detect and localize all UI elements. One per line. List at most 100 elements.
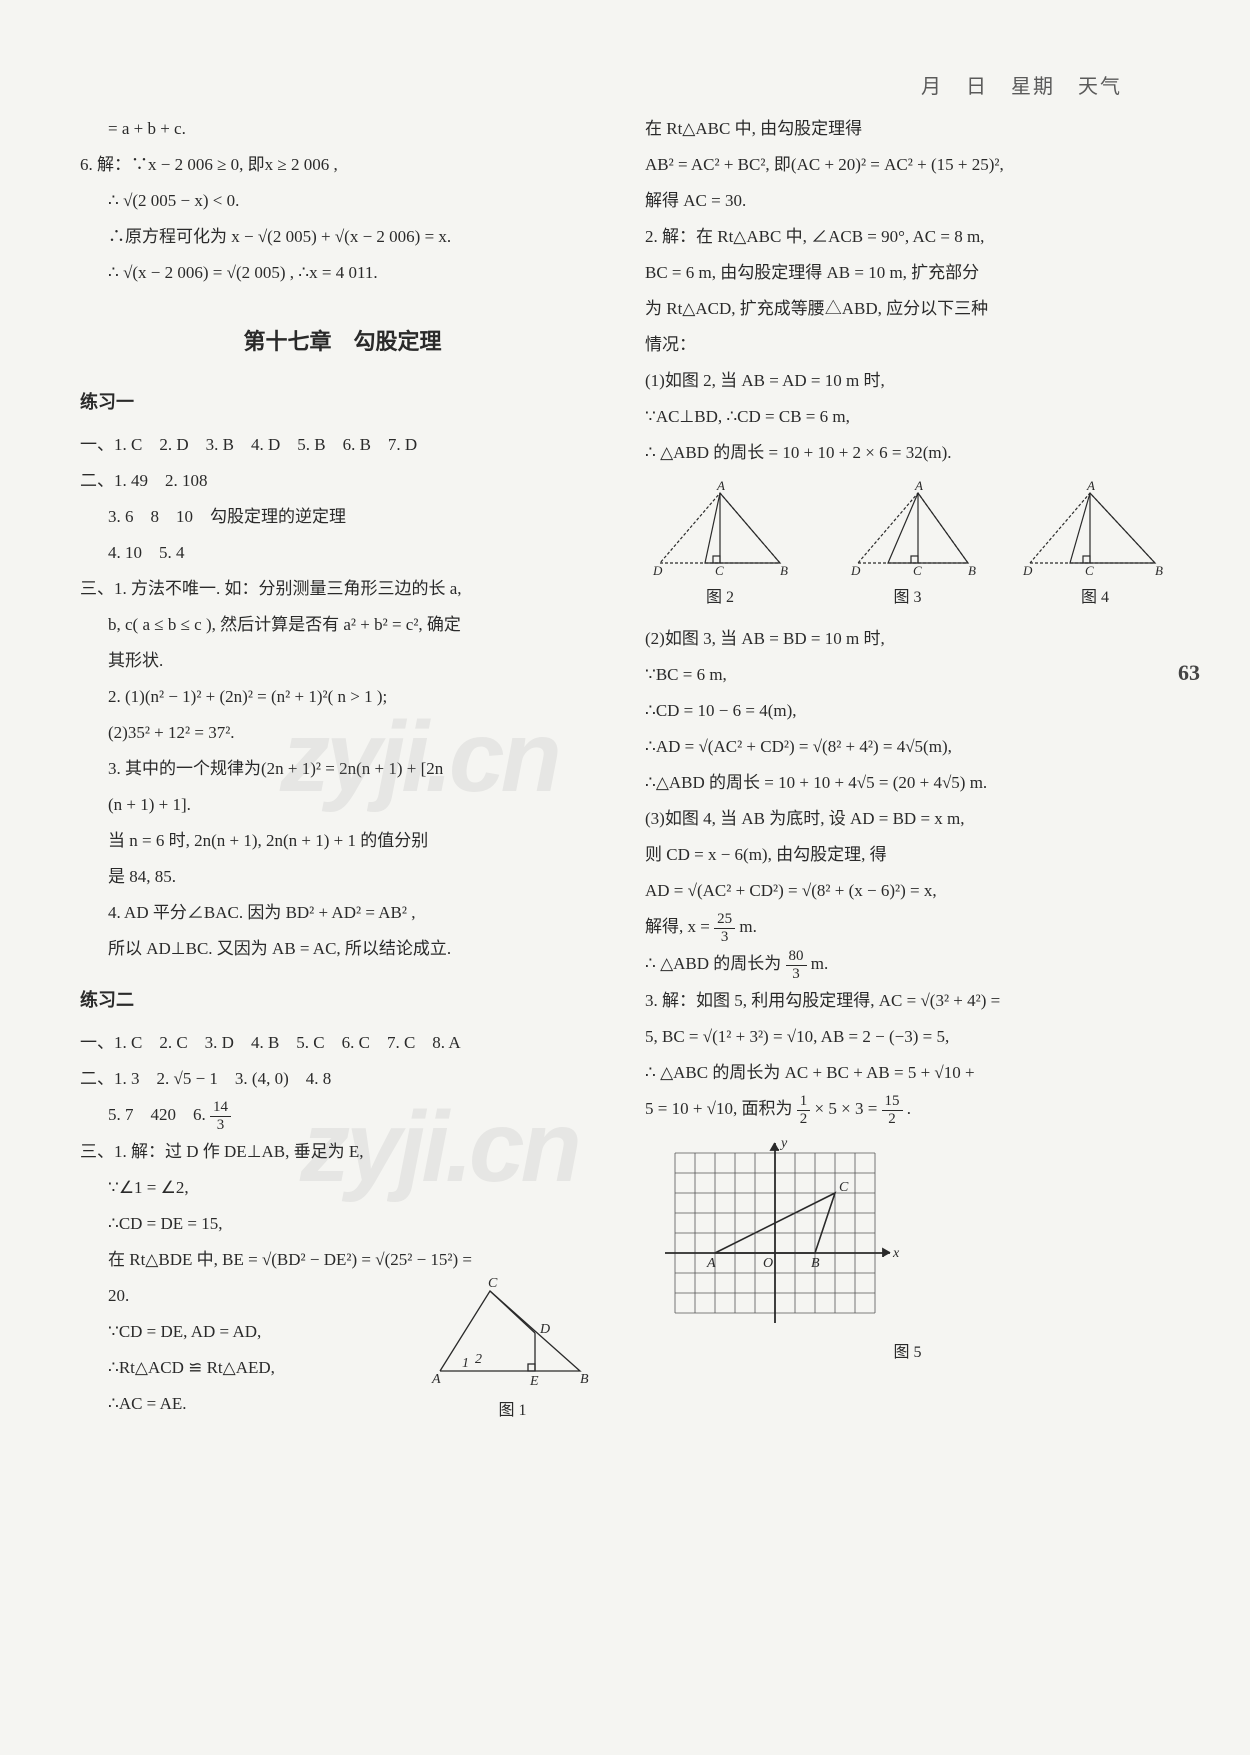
svg-text:C: C (839, 1180, 849, 1195)
text: . (907, 1099, 911, 1118)
p1-3-line: b, c( a ≤ b ≤ c ), 然后计算是否有 a² + b² = c²,… (80, 608, 605, 642)
fraction: 80 3 (786, 948, 807, 982)
triangle-diagram-icon: A B C D (1020, 478, 1170, 578)
page-number: 63 (1178, 660, 1200, 686)
text: 5. 7 420 6. (108, 1105, 210, 1124)
r-line: ∵AC⊥BD, ∴CD = CB = 6 m, (645, 400, 1170, 434)
right-column: 在 Rt△ABC 中, 由勾股定理得 AB² = AC² + BC², 即(AC… (645, 110, 1170, 1423)
svg-text:D: D (652, 563, 663, 578)
svg-text:B: B (811, 1256, 820, 1271)
text: m. (739, 917, 756, 936)
svg-text:1: 1 (462, 1356, 469, 1371)
r-line: ∴ △ABD 的周长为 80 3 m. (645, 947, 1170, 982)
weather-label: 天气 (1078, 76, 1122, 98)
eq-line: = a + b + c. (80, 112, 605, 146)
answers-row: 一、1. C 2. C 3. D 4. B 5. C 6. C 7. C 8. … (80, 1026, 605, 1060)
text: 5 = 10 + √10, 面积为 (645, 1099, 797, 1118)
r-line: 2. 解：在 Rt△ABC 中, ∠ACB = 90°, AC = 8 m, (645, 220, 1170, 254)
p1-3-line: 当 n = 6 时, 2n(n + 1), 2n(n + 1) + 1 的值分别 (80, 824, 605, 858)
svg-text:B: B (580, 1372, 589, 1387)
svg-text:D: D (539, 1322, 550, 1337)
r-line: ∴ △ABC 的周长为 AC + BC + AB = 5 + √10 + (645, 1056, 1170, 1090)
figure-5-label: 图 5 (645, 1337, 1170, 1369)
figure-1: A B C D E 1 2 图 1 (420, 1271, 605, 1427)
svg-text:D: D (850, 563, 861, 578)
figure-5: A B C O x y 图 5 (645, 1133, 1170, 1369)
p2-3-line: ∵∠1 = ∠2, (80, 1171, 605, 1205)
text: ∴ △ABD 的周长为 (645, 954, 786, 973)
q6-line: ∴ √(2 005 − x) < 0. (80, 184, 605, 218)
triangles-figures: A B C D 图 2 (645, 478, 1170, 614)
svg-text:B: B (968, 563, 976, 578)
svg-text:E: E (529, 1374, 539, 1389)
p2-3-line: 三、1. 解：过 D 作 DE⊥AB, 垂足为 E, (80, 1135, 605, 1169)
fraction: 25 3 (714, 911, 735, 945)
r-line: (2)如图 3, 当 AB = BD = 10 m 时, (645, 622, 1170, 656)
p1-3-line: 三、1. 方法不唯一. 如：分别测量三角形三边的长 a, (80, 572, 605, 606)
text: 解得, x = (645, 917, 714, 936)
p2-3-line: ∴CD = DE = 15, (80, 1207, 605, 1241)
svg-text:O: O (763, 1256, 773, 1271)
r-line: 则 CD = x − 6(m), 由勾股定理, 得 (645, 838, 1170, 872)
p1-3-line: (2)35² + 12² = 37². (80, 716, 605, 750)
fraction: 14 3 (210, 1099, 231, 1133)
svg-text:D: D (1022, 563, 1033, 578)
weekday-label: 星期 (1011, 76, 1055, 98)
figure-3-label: 图 3 (833, 582, 983, 614)
r-line: AD = √(AC² + CD²) = √(8² + (x − 6)²) = x… (645, 874, 1170, 908)
figure-2: A B C D 图 2 (645, 478, 795, 614)
svg-text:C: C (488, 1276, 498, 1291)
svg-text:B: B (780, 563, 788, 578)
practice-1-title: 练习一 (80, 384, 605, 420)
r-line: 情况： (645, 328, 1170, 362)
svg-text:C: C (1085, 563, 1094, 578)
practice-2-title: 练习二 (80, 982, 605, 1018)
r-line: ∴AD = √(AC² + CD²) = √(8² + 4²) = 4√5(m)… (645, 730, 1170, 764)
svg-text:y: y (779, 1136, 788, 1151)
figure-3: A B C D 图 3 (833, 478, 983, 614)
diary-header: 月 日 星期 天气 (913, 70, 1130, 99)
fraction: 1 2 (797, 1093, 811, 1127)
r-line: BC = 6 m, 由勾股定理得 AB = 10 m, 扩充部分 (645, 256, 1170, 290)
r-line: AB² = AC² + BC², 即(AC + 20)² = AC² + (15… (645, 148, 1170, 182)
svg-text:C: C (913, 563, 922, 578)
day-label: 日 (966, 76, 988, 98)
text: × 5 × 3 = (815, 1099, 882, 1118)
figure-1-label: 图 1 (420, 1395, 605, 1427)
q6-line: 6. 解：∵x − 2 006 ≥ 0, 即x ≥ 2 006 , (80, 148, 605, 182)
r-line: 5 = 10 + √10, 面积为 1 2 × 5 × 3 = 15 2 . (645, 1092, 1170, 1127)
left-column: = a + b + c. 6. 解：∵x − 2 006 ≥ 0, 即x ≥ 2… (80, 110, 605, 1423)
p1-3-line: 3. 其中的一个规律为(2n + 1)² = 2n(n + 1) + [2n (80, 752, 605, 786)
p1-3-line: 其形状. (80, 644, 605, 678)
r-line: 5, BC = √(1² + 3²) = √10, AB = 2 − (−3) … (645, 1020, 1170, 1054)
answers-row: 3. 6 8 10 勾股定理的逆定理 (80, 500, 605, 534)
r-line: ∴ △ABD 的周长 = 10 + 10 + 2 × 6 = 32(m). (645, 436, 1170, 470)
r-line: ∴△ABD 的周长 = 10 + 10 + 4√5 = (20 + 4√5) m… (645, 766, 1170, 800)
answers-row: 4. 10 5. 4 (80, 536, 605, 570)
r-line: (1)如图 2, 当 AB = AD = 10 m 时, (645, 364, 1170, 398)
r-line: 解得, x = 25 3 m. (645, 910, 1170, 945)
r-line: ∵BC = 6 m, (645, 658, 1170, 692)
r-line: (3)如图 4, 当 AB 为底时, 设 AD = BD = x m, (645, 802, 1170, 836)
svg-text:A: A (716, 478, 725, 493)
svg-text:A: A (706, 1256, 716, 1271)
q6-line: ∴原方程可化为 x − √(2 005) + √(x − 2 006) = x. (80, 220, 605, 254)
triangle-diagram-icon: A B C D (833, 478, 983, 578)
r-line: 解得 AC = 30. (645, 184, 1170, 218)
svg-text:x: x (892, 1246, 900, 1261)
svg-text:2: 2 (475, 1352, 482, 1367)
text: m. (811, 954, 828, 973)
figure-4-label: 图 4 (1020, 582, 1170, 614)
p1-3-line: 2. (1)(n² − 1)² + (2n)² = (n² + 1)²( n >… (80, 680, 605, 714)
figure-2-label: 图 2 (645, 582, 795, 614)
answers-row: 二、1. 49 2. 108 (80, 464, 605, 498)
svg-text:A: A (1086, 478, 1095, 493)
triangle-diagram-icon: A B C D (645, 478, 795, 578)
svg-text:A: A (431, 1372, 441, 1387)
r-line: 3. 解：如图 5, 利用勾股定理得, AC = √(3² + 4²) = (645, 984, 1170, 1018)
p1-3-line: 所以 AD⊥BC. 又因为 AB = AC, 所以结论成立. (80, 932, 605, 966)
r-line: 为 Rt△ACD, 扩充成等腰△ABD, 应分以下三种 (645, 292, 1170, 326)
p1-3-line: 4. AD 平分∠BAC. 因为 BD² + AD² = AB² , (80, 896, 605, 930)
q6-line: ∴ √(x − 2 006) = √(2 005) , ∴x = 4 011. (80, 256, 605, 290)
coordinate-grid-icon: A B C O x y (645, 1133, 905, 1333)
